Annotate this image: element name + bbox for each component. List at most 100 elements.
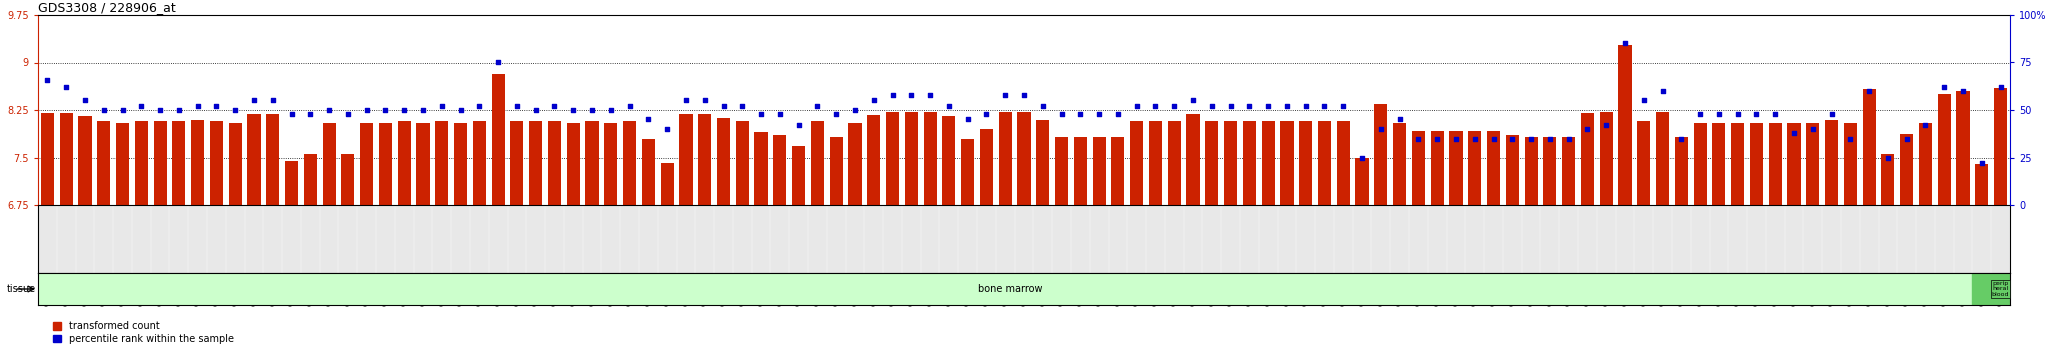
Point [932, 103, 965, 109]
Point [1966, 160, 1999, 166]
Bar [455, 123, 467, 205]
Point [125, 103, 158, 109]
Bar [1636, 121, 1651, 205]
Bar [1055, 137, 1069, 205]
Point [274, 111, 307, 116]
Bar [1092, 137, 1106, 205]
Bar [266, 114, 279, 205]
Point [895, 92, 928, 98]
Bar [41, 113, 53, 205]
Bar [887, 112, 899, 205]
Point [1589, 122, 1622, 128]
Point [350, 107, 383, 113]
Bar [154, 121, 166, 205]
Bar [436, 121, 449, 205]
Bar [1974, 164, 1989, 205]
Bar [662, 162, 674, 205]
Bar [1524, 137, 1538, 205]
Point [106, 107, 139, 113]
Point [1403, 136, 1436, 141]
Bar [248, 114, 260, 205]
Bar [1544, 137, 1556, 205]
Point [1516, 136, 1548, 141]
Bar [623, 121, 637, 205]
Bar [1563, 137, 1575, 205]
Bar [1505, 135, 1520, 205]
Point [819, 111, 852, 116]
Bar [342, 154, 354, 205]
Point [858, 98, 891, 103]
Point [1909, 122, 1942, 128]
Point [1346, 155, 1378, 160]
Point [1214, 103, 1247, 109]
Bar [1432, 131, 1444, 205]
Point [481, 60, 514, 65]
Bar [754, 132, 768, 205]
Bar [1243, 121, 1255, 205]
Point [1421, 136, 1454, 141]
Bar [1843, 123, 1858, 205]
Bar [811, 121, 823, 205]
Bar [1167, 121, 1182, 205]
Point [877, 92, 909, 98]
Bar [209, 121, 223, 205]
Point [1083, 111, 1116, 116]
Bar [1280, 121, 1294, 205]
Bar [1919, 123, 1931, 205]
Bar [1972, 273, 2009, 305]
Point [1665, 136, 1698, 141]
Point [971, 111, 1004, 116]
Point [1120, 103, 1153, 109]
Bar [641, 138, 655, 205]
Bar [942, 116, 956, 205]
Point [1759, 111, 1792, 116]
Point [387, 107, 420, 113]
Bar [416, 123, 430, 205]
Point [1044, 111, 1077, 116]
Bar [1995, 88, 2007, 205]
Bar [1393, 123, 1407, 205]
Point [313, 107, 346, 113]
Bar [680, 114, 692, 205]
Point [1382, 117, 1415, 122]
Point [1290, 103, 1323, 109]
Point [1495, 136, 1528, 141]
Bar [1788, 123, 1800, 205]
Bar [1675, 137, 1688, 205]
Point [913, 92, 946, 98]
Point [49, 84, 82, 90]
Text: tissue: tissue [6, 284, 37, 294]
Point [162, 107, 195, 113]
Point [575, 107, 608, 113]
Bar [999, 112, 1012, 205]
Point [1102, 111, 1135, 116]
Point [838, 107, 870, 113]
Bar [1882, 154, 1894, 205]
Bar [1337, 121, 1350, 205]
Point [369, 107, 401, 113]
Point [1985, 84, 2017, 90]
Point [426, 103, 459, 109]
Bar [492, 74, 504, 205]
Point [764, 111, 797, 116]
Bar [1319, 121, 1331, 205]
Point [782, 122, 815, 128]
Bar [1411, 131, 1425, 205]
Point [1720, 111, 1753, 116]
Bar [510, 121, 524, 205]
Point [500, 103, 532, 109]
Point [688, 98, 721, 103]
Bar [1468, 131, 1481, 205]
Point [1233, 103, 1266, 109]
Point [1927, 84, 1960, 90]
Point [1477, 136, 1509, 141]
Bar [59, 113, 74, 205]
Bar [604, 123, 616, 205]
Bar [1956, 91, 1970, 205]
Point [238, 98, 270, 103]
Bar [528, 121, 543, 205]
Bar [1073, 137, 1087, 205]
Bar [586, 121, 598, 205]
Bar [172, 121, 186, 205]
Bar [1806, 123, 1819, 205]
